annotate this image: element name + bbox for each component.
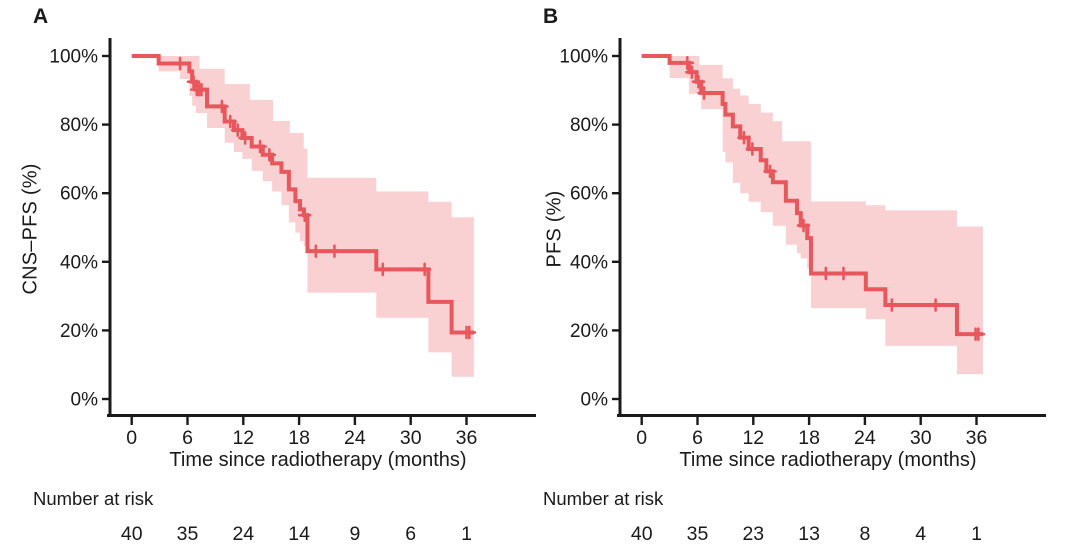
x-tick-label: 36 (456, 427, 478, 449)
km-plot-svg-b: 0% 20% 40% 60% 80% 100% 0 6 12 18 24 30 36 40 35 23 13 8 4… (559, 38, 1046, 545)
number-at-risk-value: 1 (971, 523, 982, 545)
y-tick-label: 40% (60, 252, 98, 273)
censor-mark (796, 218, 811, 233)
number-at-risk-label-b: Number at risk (543, 488, 664, 509)
x-tick-label: 30 (400, 427, 422, 449)
censor-mark (737, 130, 751, 145)
number-at-risk-value: 23 (742, 523, 764, 545)
censor-mark (971, 327, 986, 341)
censor-mark (836, 266, 851, 281)
censor-mark (763, 164, 777, 179)
censor-mark (173, 56, 187, 71)
y-tick-label: 40% (570, 252, 608, 273)
censor-mark (691, 74, 706, 89)
number-at-risk-label-a: Number at risk (33, 488, 154, 509)
number-at-risk-value: 40 (631, 523, 653, 545)
y-tick-label: 20% (570, 321, 608, 342)
censor-mark (215, 99, 229, 114)
censor-mark (194, 82, 209, 97)
censor-mark (297, 208, 312, 222)
y-tick-label: 0% (71, 390, 99, 411)
x-axis-title-b: Time since radiotherapy (months) (679, 449, 977, 471)
x-tick-label: 6 (182, 427, 193, 449)
censor-mark (417, 262, 432, 277)
x-tick-label: 18 (798, 427, 820, 449)
x-axis-title-a: Time since radiotherapy (months) (169, 449, 467, 471)
censor-mark (309, 244, 323, 258)
x-tick-label: 6 (692, 427, 703, 449)
x-tick-label: 36 (966, 427, 988, 449)
censor-mark (745, 142, 760, 156)
censor-mark (928, 298, 943, 312)
panel-label-b: B (543, 5, 559, 28)
panel-label-a: A (33, 5, 49, 28)
censor-mark (819, 266, 833, 281)
y-tick-label: 60% (570, 184, 608, 205)
censor-mark (462, 325, 477, 340)
censor-mark (230, 123, 245, 137)
y-tick-label: 80% (60, 115, 98, 136)
censor-mark (186, 74, 201, 89)
number-at-risk-value: 35 (687, 523, 709, 545)
censor-mark (376, 262, 390, 277)
x-tick-label: 12 (232, 427, 254, 449)
censor-mark (262, 147, 277, 162)
x-tick-label: 12 (742, 427, 764, 449)
censor-mark (885, 298, 899, 312)
km-plot-svg-a: 0% 20% 40% 60% 80% 100% 0 6 12 18 24 30 36 40 35 24 14 9 6… (49, 38, 536, 545)
number-at-risk-value: 6 (405, 523, 416, 545)
y-tick-label: 20% (60, 321, 98, 342)
confidence-band (669, 56, 984, 374)
y-tick-label: 60% (60, 184, 98, 205)
x-tick-label: 30 (910, 427, 932, 449)
censor-mark (223, 114, 238, 129)
censor-mark (238, 131, 252, 145)
y-axis-title-b: PFS (%) (543, 190, 566, 268)
y-tick-label: 80% (570, 115, 608, 136)
censor-marks (680, 56, 986, 341)
censor-mark (685, 65, 699, 79)
y-axis-title-a: CNS–PFS (%) (19, 163, 42, 295)
censor-mark (697, 86, 711, 100)
y-tick-label: 0% (581, 390, 609, 411)
number-at-risk-value: 8 (859, 523, 870, 545)
panel-b: 0% 20% 40% 60% 80% 100% 0 6 12 18 24 30 36 40 35 23 13 8 4… (510, 0, 1080, 551)
number-at-risk-value: 13 (798, 523, 820, 545)
censor-mark (327, 244, 342, 258)
x-tick-label: 0 (636, 427, 647, 449)
censor-marks (173, 56, 477, 340)
y-tick-label: 100% (49, 47, 98, 68)
number-at-risk-value: 35 (177, 523, 199, 545)
censor-mark (253, 139, 267, 154)
x-tick-label: 24 (854, 427, 876, 449)
number-at-risk-value: 1 (461, 523, 472, 545)
number-at-risk-value: 40 (121, 523, 143, 545)
number-at-risk-value: 24 (232, 523, 254, 545)
y-tick-label: 100% (559, 47, 608, 68)
x-tick-label: 0 (126, 427, 137, 449)
number-at-risk-value: 4 (915, 523, 926, 545)
panel-a: 0% 20% 40% 60% 80% 100% 0 6 12 18 24 30 36 40 35 24 14 9 6… (19, 5, 536, 545)
x-tick-label: 24 (344, 427, 366, 449)
number-at-risk-value: 9 (349, 523, 360, 545)
x-tick-label: 18 (288, 427, 310, 449)
censor-mark (680, 56, 695, 70)
number-at-risk-value: 14 (288, 523, 310, 545)
